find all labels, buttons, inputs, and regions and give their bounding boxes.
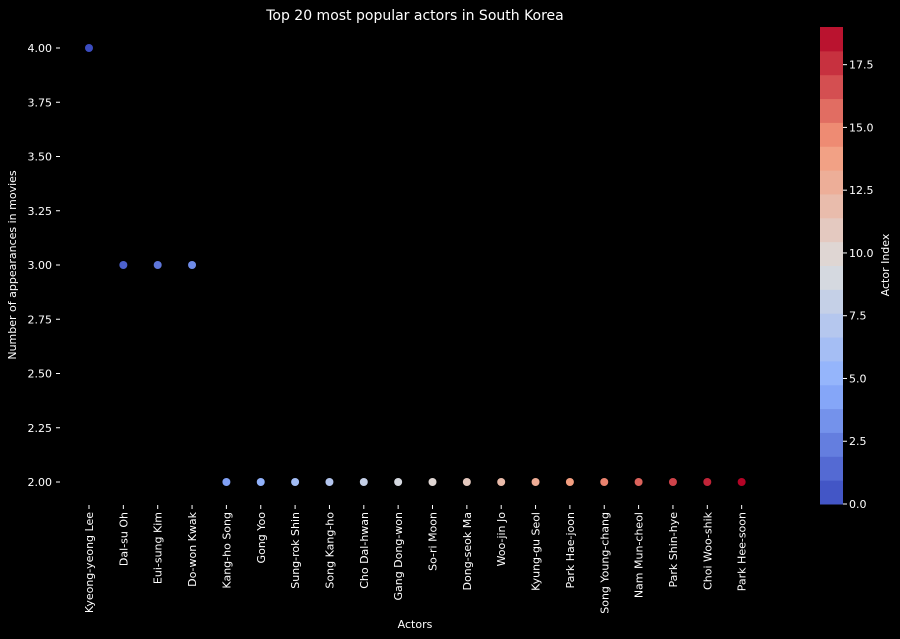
colorbar-segment	[820, 170, 843, 195]
colorbar-segment	[820, 265, 843, 290]
data-point	[565, 478, 574, 486]
y-tick-label: 3.25	[28, 205, 53, 218]
colorbar-segment	[820, 337, 843, 362]
x-tick-label: Gang Dong-won	[392, 512, 405, 601]
data-point	[394, 478, 403, 486]
x-tick-label: So-ri Moon	[427, 512, 440, 571]
y-tick-label: 2.50	[28, 368, 53, 381]
data-point	[668, 478, 677, 486]
y-tick-label: 2.25	[28, 422, 53, 435]
data-point	[737, 478, 746, 486]
colorbar-segment	[820, 408, 843, 433]
x-tick-label: Gong Yoo	[255, 512, 268, 564]
data-point	[325, 478, 334, 486]
x-tick-label: Cho Dal-hwan	[358, 512, 371, 589]
colorbar-segment	[820, 27, 843, 52]
colorbar-segment	[820, 313, 843, 338]
colorbar-tick-label: 0.0	[849, 498, 867, 511]
colorbar-segment	[820, 432, 843, 457]
x-tick-label: Song Young-chang	[598, 512, 611, 614]
data-point	[222, 478, 231, 486]
y-tick-label: 2.75	[28, 313, 53, 326]
data-point	[85, 44, 93, 52]
x-tick-label: Choi Woo-shik	[701, 511, 714, 590]
colorbar-tick-label: 5.0	[849, 372, 867, 385]
colorbar-segment	[820, 146, 843, 171]
colorbar-tick-label: 12.5	[849, 184, 874, 197]
data-point	[634, 478, 643, 486]
data-points	[85, 44, 746, 486]
colorbar-segment	[820, 289, 843, 314]
x-tick-label: Dong-seok Ma	[461, 512, 474, 590]
data-point	[531, 478, 540, 486]
colorbar-segment	[820, 217, 843, 243]
y-axis: 2.00 2.25 2.50 2.75 3.00 3.25 3.50 3.75 4.00	[28, 42, 60, 489]
colorbar: 0.0 2.5 5.0 7.5 10.0 12.5 15.0 17.5	[820, 27, 874, 511]
data-point	[256, 478, 265, 486]
data-point	[153, 261, 162, 269]
x-tick-label: Do-won Kwak	[186, 511, 199, 587]
data-point	[600, 478, 609, 486]
x-tick-label: Dal-su Oh	[117, 512, 130, 566]
y-tick-label: 3.00	[28, 259, 53, 272]
y-axis-label: Number of appearances in movies	[6, 170, 19, 360]
colorbar-tick-label: 10.0	[849, 247, 874, 260]
data-point	[291, 478, 300, 486]
colorbar-segment	[820, 74, 843, 100]
colorbar-segment	[820, 384, 843, 410]
data-point	[497, 478, 506, 486]
x-tick-label: Kyeong-yeong Lee	[83, 512, 96, 613]
x-tick-label: Park Hae-joon	[564, 512, 577, 589]
colorbar-label: Actor Index	[879, 233, 892, 296]
colorbar-tick-label: 15.0	[849, 121, 874, 134]
x-tick-label: Eui-sung Kim	[152, 512, 165, 584]
x-axis: Kyeong-yeong Lee Dal-su Oh Eui-sung Kim Do-…	[83, 505, 749, 614]
colorbar-segment	[820, 98, 843, 123]
colorbar-segment	[820, 241, 843, 266]
data-point	[359, 478, 368, 486]
x-tick-label: Song Kang-ho	[323, 512, 336, 589]
x-axis-label: Actors	[398, 618, 433, 631]
y-tick-label: 3.75	[28, 96, 53, 109]
x-tick-label: Kang-ho Song	[220, 512, 233, 589]
colorbar-segment	[820, 456, 843, 481]
x-tick-label: Park Hee-soon	[736, 512, 749, 591]
colorbar-tick-label: 7.5	[849, 310, 867, 323]
chart-title: Top 20 most popular actors in South Kore…	[265, 8, 564, 24]
colorbar-tick-label: 17.5	[849, 59, 874, 72]
y-tick-label: 3.50	[28, 151, 53, 164]
x-tick-label: Nam Mun-cheol	[633, 512, 646, 598]
x-tick-label: Kyung-gu Seol	[530, 512, 543, 591]
data-point	[188, 261, 197, 269]
colorbar-tick-label: 2.5	[849, 435, 867, 448]
x-tick-label: Woo-jin Jo	[495, 512, 508, 567]
y-tick-label: 4.00	[28, 42, 53, 55]
y-tick-label: 2.00	[28, 476, 53, 489]
x-tick-label: Park Shin-hye	[667, 512, 680, 588]
data-point	[428, 478, 437, 486]
data-point	[462, 478, 471, 486]
colorbar-segment	[820, 193, 843, 219]
x-tick-label: Sung-rok Shin	[289, 512, 302, 589]
data-point	[119, 261, 128, 269]
colorbar-segment	[820, 50, 843, 76]
colorbar-segment	[820, 480, 843, 505]
colorbar-segment	[820, 122, 843, 147]
data-point	[703, 478, 712, 486]
colorbar-segment	[820, 360, 843, 386]
